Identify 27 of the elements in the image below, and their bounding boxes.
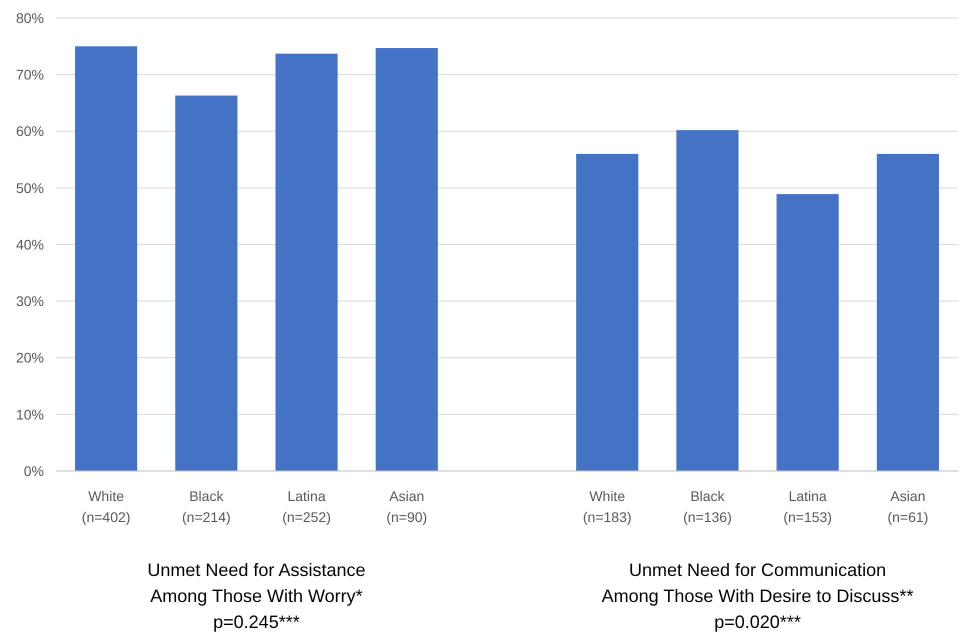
bar xyxy=(376,48,438,471)
x-tick-label: Black (n=136) xyxy=(683,488,732,525)
y-tick-label: 60% xyxy=(16,123,44,140)
y-tick-label: 10% xyxy=(16,406,44,422)
y-tick-label: 70% xyxy=(16,66,44,83)
x-tick-label: Latina (n=153) xyxy=(783,488,832,525)
y-tick-label: 50% xyxy=(16,180,44,196)
y-tick-label: 30% xyxy=(16,293,44,310)
x-tick-label: Black (n=214) xyxy=(182,488,231,525)
bar xyxy=(876,154,939,471)
y-tick-label: 0% xyxy=(24,462,44,479)
text: Unmet Need for Assistance Among Those With Worry* p=0.245*** xyxy=(147,560,366,632)
bar xyxy=(576,154,638,471)
x-tick-label: Asian (n=90) xyxy=(386,488,428,525)
bar xyxy=(776,194,839,471)
bar xyxy=(676,130,739,471)
bar xyxy=(175,96,238,471)
bar xyxy=(75,46,138,471)
x-tick-label: White (n=183) xyxy=(582,488,632,525)
x-tick-label: Latina (n=252) xyxy=(282,488,331,525)
x-tick-label: Asian (n=61) xyxy=(887,488,928,525)
y-tick-label: 80% xyxy=(16,10,44,26)
text: Unmet Need for Communication Among Those With Desire to Discuss** p=0.020*** xyxy=(602,560,914,632)
y-tick-label: 40% xyxy=(16,236,44,252)
x-tick-label: White (n=402) xyxy=(82,488,130,525)
y-tick-label: 20% xyxy=(16,350,44,366)
bar xyxy=(275,54,338,471)
